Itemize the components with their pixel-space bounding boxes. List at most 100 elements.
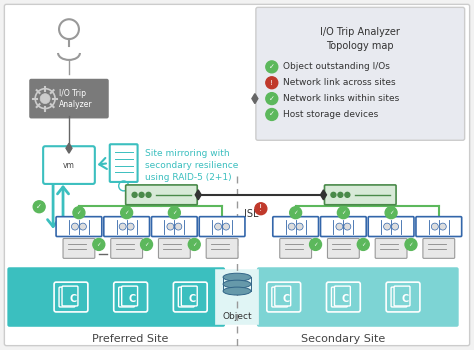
FancyBboxPatch shape xyxy=(275,286,291,306)
Circle shape xyxy=(266,108,278,120)
Circle shape xyxy=(405,238,417,250)
FancyBboxPatch shape xyxy=(29,79,109,118)
Text: vm: vm xyxy=(63,161,75,170)
Polygon shape xyxy=(320,190,327,200)
Ellipse shape xyxy=(223,273,251,281)
Circle shape xyxy=(392,223,399,230)
Circle shape xyxy=(337,207,349,219)
Circle shape xyxy=(336,223,343,230)
FancyBboxPatch shape xyxy=(54,282,88,312)
FancyBboxPatch shape xyxy=(386,282,420,312)
Text: ✓: ✓ xyxy=(409,242,413,247)
FancyBboxPatch shape xyxy=(173,282,207,312)
FancyBboxPatch shape xyxy=(110,144,137,182)
Text: ✓: ✓ xyxy=(269,96,275,102)
FancyBboxPatch shape xyxy=(43,146,95,184)
Text: Network link across sites: Network link across sites xyxy=(283,78,395,87)
FancyBboxPatch shape xyxy=(391,287,407,307)
Text: I/O Trip Analyzer
Topology map: I/O Trip Analyzer Topology map xyxy=(320,27,400,51)
Text: ✓: ✓ xyxy=(341,210,346,215)
Circle shape xyxy=(93,238,105,250)
Text: ✓: ✓ xyxy=(124,210,129,215)
Text: ✓: ✓ xyxy=(361,242,365,247)
FancyBboxPatch shape xyxy=(8,267,225,327)
Text: C: C xyxy=(189,294,196,304)
Circle shape xyxy=(344,223,351,230)
FancyBboxPatch shape xyxy=(118,287,135,307)
Circle shape xyxy=(357,238,369,250)
Text: Host storage devices: Host storage devices xyxy=(283,110,378,119)
Text: C: C xyxy=(69,294,77,304)
FancyBboxPatch shape xyxy=(320,217,366,237)
Circle shape xyxy=(73,207,85,219)
Text: Preferred Site: Preferred Site xyxy=(92,334,169,344)
FancyBboxPatch shape xyxy=(325,185,396,205)
FancyBboxPatch shape xyxy=(62,286,78,306)
FancyBboxPatch shape xyxy=(182,286,197,306)
Text: C: C xyxy=(401,294,409,304)
Polygon shape xyxy=(195,190,201,200)
FancyBboxPatch shape xyxy=(394,286,410,306)
Circle shape xyxy=(288,223,295,230)
Circle shape xyxy=(338,193,343,197)
Text: C: C xyxy=(342,294,349,304)
Circle shape xyxy=(310,238,321,250)
FancyBboxPatch shape xyxy=(104,217,149,237)
FancyBboxPatch shape xyxy=(267,282,301,312)
Text: ✓: ✓ xyxy=(313,242,318,247)
FancyBboxPatch shape xyxy=(272,287,288,307)
FancyBboxPatch shape xyxy=(280,238,311,258)
FancyBboxPatch shape xyxy=(4,4,470,346)
Circle shape xyxy=(223,223,229,230)
FancyBboxPatch shape xyxy=(368,217,414,237)
Circle shape xyxy=(33,201,45,213)
Text: ✓: ✓ xyxy=(192,242,197,247)
Text: C: C xyxy=(129,294,136,304)
FancyBboxPatch shape xyxy=(215,269,259,325)
Circle shape xyxy=(266,93,278,105)
FancyBboxPatch shape xyxy=(256,7,465,140)
FancyBboxPatch shape xyxy=(331,287,347,307)
Circle shape xyxy=(296,223,303,230)
FancyBboxPatch shape xyxy=(122,286,137,306)
Circle shape xyxy=(119,223,126,230)
Text: ✓: ✓ xyxy=(389,210,393,215)
FancyBboxPatch shape xyxy=(273,217,319,237)
Ellipse shape xyxy=(223,287,251,295)
Ellipse shape xyxy=(223,280,251,288)
FancyBboxPatch shape xyxy=(178,287,194,307)
Circle shape xyxy=(40,94,50,104)
Text: Secondary Site: Secondary Site xyxy=(301,334,385,344)
Text: ✓: ✓ xyxy=(77,210,81,215)
Circle shape xyxy=(168,207,180,219)
FancyBboxPatch shape xyxy=(206,238,238,258)
FancyBboxPatch shape xyxy=(335,286,350,306)
Text: ✓: ✓ xyxy=(293,210,298,215)
Text: ✓: ✓ xyxy=(36,204,42,210)
Circle shape xyxy=(290,207,301,219)
FancyBboxPatch shape xyxy=(327,282,360,312)
Circle shape xyxy=(439,223,446,230)
Text: ISL: ISL xyxy=(244,209,258,219)
Circle shape xyxy=(345,193,350,197)
Text: ✓: ✓ xyxy=(269,64,275,70)
Circle shape xyxy=(146,193,151,197)
Text: ✓: ✓ xyxy=(144,242,149,247)
FancyBboxPatch shape xyxy=(199,217,245,237)
Text: ✓: ✓ xyxy=(97,242,101,247)
Circle shape xyxy=(255,203,267,215)
Circle shape xyxy=(175,223,182,230)
FancyBboxPatch shape xyxy=(126,185,197,205)
FancyBboxPatch shape xyxy=(257,267,459,327)
Text: !: ! xyxy=(270,80,273,86)
Circle shape xyxy=(266,61,278,73)
Text: ✓: ✓ xyxy=(269,112,275,118)
FancyBboxPatch shape xyxy=(111,238,143,258)
Circle shape xyxy=(188,238,200,250)
Circle shape xyxy=(132,193,137,197)
Text: I/O Trip
Analyzer: I/O Trip Analyzer xyxy=(59,89,93,108)
FancyBboxPatch shape xyxy=(328,238,359,258)
Circle shape xyxy=(331,193,336,197)
Circle shape xyxy=(121,207,133,219)
FancyBboxPatch shape xyxy=(416,217,462,237)
